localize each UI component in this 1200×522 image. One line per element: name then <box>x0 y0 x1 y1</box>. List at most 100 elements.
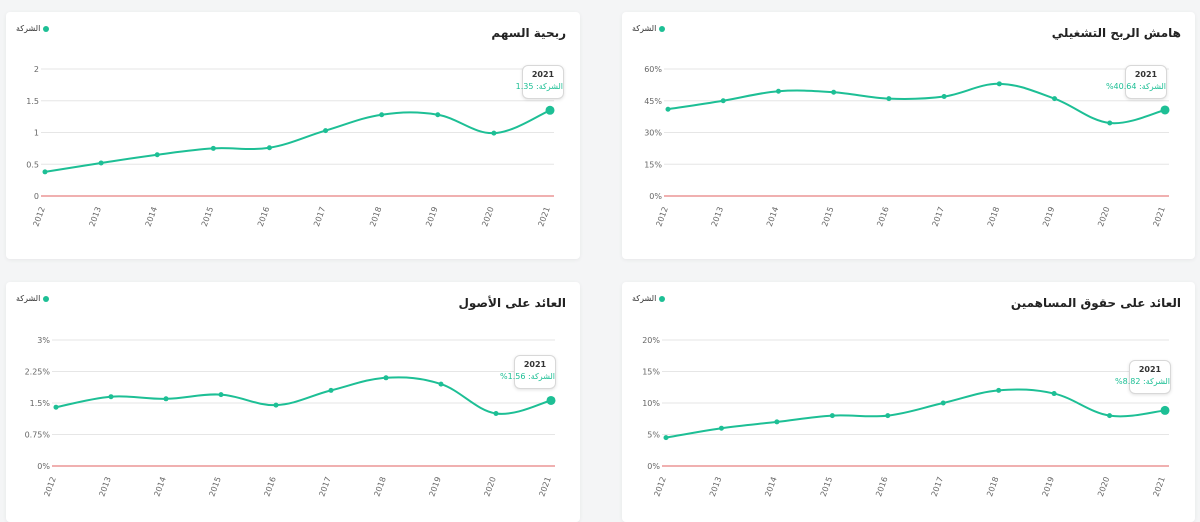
x-tick-label: 2015 <box>207 476 222 498</box>
legend-dot-icon <box>659 295 666 302</box>
card-roa: العائد على الأصول الشركة 0% 0.75% 1.5% 2.25… <box>6 282 580 522</box>
legend-dot-icon <box>43 25 50 32</box>
y-tick-label: 1.5 <box>26 97 39 106</box>
data-point <box>98 160 104 166</box>
tooltip-year: 2021 <box>1134 70 1158 79</box>
x-tick-label: 2017 <box>930 476 945 498</box>
data-point <box>1052 96 1058 102</box>
y-tick-label: 2.25% <box>25 368 51 377</box>
y-tick-label: 30% <box>644 129 662 138</box>
x-tick-label: 2018 <box>372 476 387 498</box>
legend-dot-icon <box>659 25 666 32</box>
x-tick-label: 2012 <box>31 206 46 228</box>
x-tick-label: 2020 <box>482 476 497 498</box>
tooltip-value: الشركة: 1.56% <box>500 372 555 381</box>
series-line <box>665 388 1166 439</box>
x-tick-label: 2017 <box>312 206 327 228</box>
x-tick-label: 2014 <box>152 476 167 498</box>
x-tick-label: 2021 <box>536 206 551 228</box>
data-point <box>886 96 892 102</box>
x-tick-label: 2013 <box>710 206 725 228</box>
data-point <box>545 105 555 115</box>
x-tick-label: 2013 <box>88 206 103 228</box>
data-point <box>1051 391 1057 397</box>
x-tick-label: 2018 <box>368 206 383 228</box>
legend[interactable]: الشركة <box>632 294 666 303</box>
data-point <box>266 145 272 151</box>
y-tick-label: 60% <box>644 65 662 74</box>
data-point <box>1107 413 1113 419</box>
x-tick-label: 2012 <box>652 476 667 498</box>
data-point <box>493 411 499 416</box>
chart-title: هامش الربح التشغيلي <box>1051 26 1181 40</box>
x-tick-label: 2014 <box>763 476 778 498</box>
x-tick-label: 2017 <box>317 476 332 498</box>
data-point <box>53 404 59 410</box>
data-point <box>775 88 781 94</box>
data-point <box>154 152 160 158</box>
y-tick-label: 15% <box>644 160 662 169</box>
series-line <box>55 376 552 415</box>
x-tick-label: 2021 <box>1151 476 1166 498</box>
y-tick-label: 2 <box>34 65 39 74</box>
x-tick-label: 2018 <box>986 206 1001 228</box>
data-point <box>383 375 389 381</box>
legend-label: الشركة <box>632 294 657 303</box>
tooltip: 2021 الشركة: 1.56% <box>500 355 556 389</box>
legend-label: الشركة <box>16 294 41 303</box>
line-chart: 0% 0.75% 1.5% 2.25% 3% 2012 2013 2014 2015 2016 20… <box>25 336 556 498</box>
x-tick-label: 2013 <box>97 476 112 498</box>
card-roe: العائد على حقوق المساهمين الشركة 0% 5% 10%… <box>622 282 1195 522</box>
data-point <box>720 98 726 104</box>
x-tick-label: 2018 <box>985 476 1000 498</box>
y-tick-label: 0% <box>647 462 660 471</box>
series-line <box>44 109 551 173</box>
legend-label: الشركة <box>16 24 41 33</box>
y-tick-label: 15% <box>642 368 660 377</box>
line-chart: 0% 5% 10% 15% 20% 2012 2013 2014 2015 2016 2017 201… <box>642 336 1170 498</box>
chart-title: العائد على الأصول <box>458 296 566 310</box>
data-point <box>42 169 48 175</box>
tooltip-year: 2021 <box>531 70 555 79</box>
x-tick-label: 2016 <box>256 206 271 228</box>
y-tick-label: 0% <box>649 192 662 201</box>
data-point <box>323 128 329 134</box>
x-tick-label: 2019 <box>427 476 442 498</box>
data-point <box>273 402 279 408</box>
x-tick-label: 2013 <box>708 476 723 498</box>
data-point <box>831 89 837 95</box>
y-tick-label: 45% <box>644 97 662 106</box>
chart-title: ربحية السهم <box>491 26 566 40</box>
tooltip: 2021 الشركة: 40.64% <box>1106 65 1167 99</box>
x-tick-label: 2020 <box>1096 206 1111 228</box>
x-tick-label: 2012 <box>654 206 669 228</box>
line-chart: 0% 15% 30% 45% 60% 2012 2013 2014 2015 2016 2017 20… <box>644 65 1170 228</box>
legend-dot-icon <box>43 295 50 302</box>
legend[interactable]: الشركة <box>16 24 50 33</box>
y-tick-label: 0% <box>37 462 50 471</box>
x-tick-label: 2021 <box>1151 206 1166 228</box>
x-tick-label: 2019 <box>424 206 439 228</box>
data-point <box>1160 105 1170 115</box>
data-point <box>774 419 780 425</box>
data-point <box>163 396 169 402</box>
data-point <box>941 94 947 100</box>
series-line <box>667 82 1166 125</box>
x-tick-label: 2016 <box>262 476 277 498</box>
y-tick-label: 0 <box>34 192 39 201</box>
tooltip-value: الشركة: 8.82% <box>1115 377 1170 386</box>
data-point <box>718 425 724 431</box>
data-point <box>328 387 334 393</box>
card-eps: ربحية السهم الشركة 0 0.5 1 1.5 2 2012 2013 2014… <box>6 12 580 259</box>
y-tick-label: 10% <box>642 399 660 408</box>
legend[interactable]: الشركة <box>16 294 50 303</box>
tooltip: 2021 الشركة: 8.82% <box>1115 360 1171 394</box>
x-tick-label: 2014 <box>144 206 159 228</box>
x-tick-label: 2019 <box>1041 476 1056 498</box>
data-point <box>1160 405 1170 415</box>
x-tick-label: 2012 <box>42 476 57 498</box>
x-tick-label: 2014 <box>765 206 780 228</box>
legend[interactable]: الشركة <box>632 24 666 33</box>
data-point <box>210 145 216 151</box>
y-tick-label: 0.5 <box>26 160 39 169</box>
